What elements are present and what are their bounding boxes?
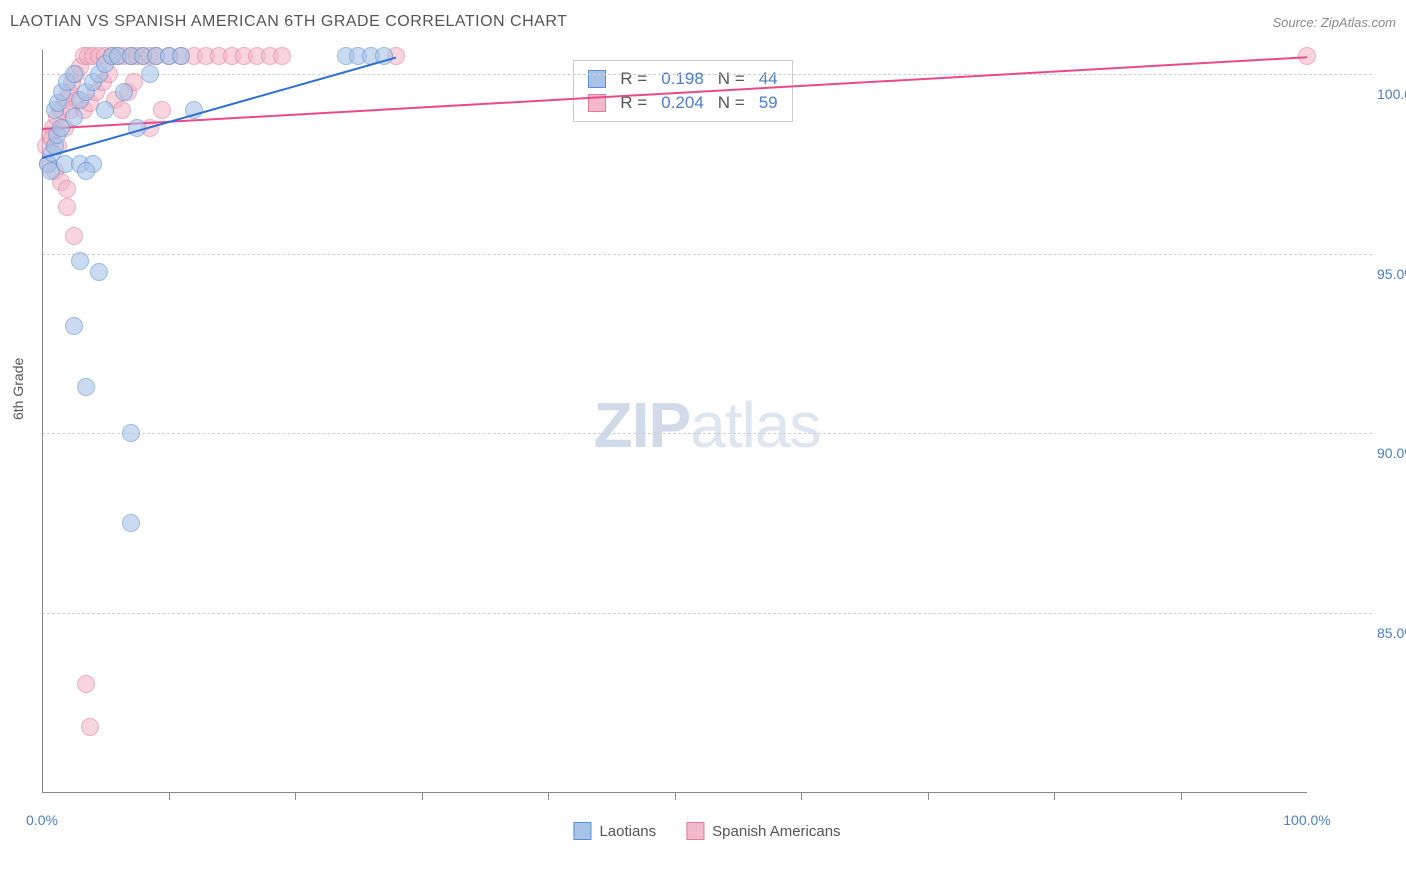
legend-item-spanish: Spanish Americans — [686, 822, 840, 840]
scatter-point-laotians — [65, 108, 83, 126]
y-tick-label: 100.0% — [1377, 86, 1406, 102]
r-value-spanish: 0.204 — [661, 93, 704, 113]
scatter-point-spanish — [153, 101, 171, 119]
x-tick — [169, 792, 170, 800]
scatter-point-laotians — [122, 424, 140, 442]
gridline-h — [42, 74, 1372, 75]
scatter-point-laotians — [122, 514, 140, 532]
x-tick — [295, 792, 296, 800]
legend-label-spanish: Spanish Americans — [712, 823, 840, 840]
scatter-point-laotians — [172, 47, 190, 65]
r-value-laotians: 0.198 — [661, 69, 704, 89]
scatter-point-laotians — [90, 263, 108, 281]
x-tick — [801, 792, 802, 800]
x-tick — [928, 792, 929, 800]
y-tick-label: 90.0% — [1377, 445, 1406, 461]
scatter-point-laotians — [115, 83, 133, 101]
n-label: N = — [718, 69, 745, 89]
legend-item-laotians: Laotians — [573, 822, 656, 840]
chart-title: LAOTIAN VS SPANISH AMERICAN 6TH GRADE CO… — [10, 13, 567, 31]
source-attribution: Source: ZipAtlas.com — [1272, 15, 1396, 30]
watermark-zip: ZIP — [594, 389, 691, 461]
scatter-point-laotians — [71, 252, 89, 270]
scatter-point-spanish — [58, 198, 76, 216]
x-tick-label: 0.0% — [26, 812, 58, 828]
gridline-h — [42, 254, 1372, 255]
scatter-point-laotians — [65, 317, 83, 335]
watermark-atlas: atlas — [690, 389, 820, 461]
plot-area: ZIPatlas R = 0.198 N = 44 R = 0.204 N = … — [42, 50, 1372, 800]
scatter-point-spanish — [65, 227, 83, 245]
legend: Laotians Spanish Americans — [573, 822, 840, 840]
gridline-h — [42, 613, 1372, 614]
gridline-h — [42, 433, 1372, 434]
legend-label-laotians: Laotians — [599, 823, 656, 840]
legend-square-laotians-icon — [573, 822, 591, 840]
scatter-point-spanish — [273, 47, 291, 65]
scatter-point-laotians — [77, 378, 95, 396]
scatter-point-spanish — [77, 675, 95, 693]
x-tick — [1181, 792, 1182, 800]
x-tick — [422, 792, 423, 800]
x-tick-label: 100.0% — [1283, 812, 1330, 828]
scatter-point-laotians — [96, 101, 114, 119]
n-label: N = — [718, 93, 745, 113]
scatter-point-laotians — [141, 65, 159, 83]
x-tick — [1054, 792, 1055, 800]
scatter-point-spanish — [81, 718, 99, 736]
legend-square-spanish-icon — [686, 822, 704, 840]
r-label: R = — [620, 69, 647, 89]
n-value-spanish: 59 — [759, 93, 778, 113]
watermark: ZIPatlas — [594, 388, 821, 462]
y-tick-label: 85.0% — [1377, 625, 1406, 641]
scatter-point-laotians — [77, 162, 95, 180]
x-tick — [675, 792, 676, 800]
scatter-point-laotians — [65, 65, 83, 83]
y-tick-label: 95.0% — [1377, 266, 1406, 282]
scatter-point-spanish — [58, 180, 76, 198]
y-axis-label: 6th Grade — [10, 358, 26, 420]
scatter-point-spanish — [113, 101, 131, 119]
legend-square-laotians-icon — [588, 70, 606, 88]
x-tick — [548, 792, 549, 800]
